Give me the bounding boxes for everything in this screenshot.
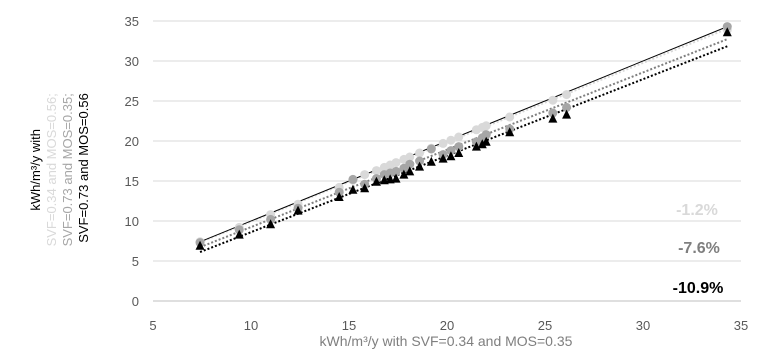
data-point-series-3	[399, 169, 409, 179]
x-axis-title: kWh/m³/y with SVF=0.34 and MOS=0.35	[320, 333, 573, 349]
y-axis-title-line-1: kWh/m³/y with	[28, 129, 43, 211]
data-point-series-2	[405, 159, 415, 169]
y-tick-label: 20	[125, 134, 139, 149]
x-tick-labels: 5 10 15 20 25 30 35	[149, 318, 748, 333]
data-point-series-3	[391, 173, 401, 183]
data-point-series-3	[562, 109, 572, 119]
y-axis-title-line-4: SVF=0.73 and MOS=0.56	[76, 93, 91, 243]
data-point-series-1	[371, 166, 381, 176]
x-tick-label: 10	[244, 318, 258, 333]
data-point-series-1	[360, 170, 370, 180]
data-point-series-3	[426, 156, 436, 166]
data-point-series-2	[722, 22, 732, 32]
data-point-series-3	[548, 113, 558, 123]
data-point-series-1	[505, 112, 515, 122]
data-point-series-3	[360, 183, 370, 193]
data-point-series-1	[405, 152, 415, 162]
y-tick-label: 15	[125, 174, 139, 189]
y-axis-title: kWh/m³/y with SVF=0.34 and MOS=0.56; SVF…	[28, 90, 91, 247]
trendline-series-1	[199, 27, 728, 244]
data-point-series-3	[454, 148, 464, 157]
data-point-series-2	[348, 174, 358, 184]
data-point-series-2	[391, 166, 401, 176]
annotation-svf073-mos056: -10.9%	[673, 280, 724, 297]
data-point-series-3	[722, 27, 732, 37]
data-point-series-3	[477, 139, 487, 149]
y-tick-label: 35	[125, 14, 139, 29]
x-tick-label: 30	[636, 318, 650, 333]
data-point-series-3	[293, 205, 303, 215]
annotation-svf034-mos056: -1.2%	[676, 202, 718, 219]
y-tick-label: 5	[132, 254, 139, 269]
data-point-series-2	[426, 144, 436, 154]
data-point-series-3	[266, 219, 276, 229]
y-tick-label: 0	[132, 294, 139, 309]
reference-line	[199, 26, 728, 243]
y-tick-label: 30	[125, 54, 139, 69]
data-point-series-1	[438, 138, 448, 148]
data-point-series-2	[562, 102, 572, 112]
x-tick-label: 35	[734, 318, 748, 333]
data-point-series-1	[446, 135, 456, 145]
data-point-series-3	[195, 240, 205, 250]
data-point-series-1	[548, 95, 558, 105]
data-point-series-2	[446, 146, 456, 156]
data-point-series-2	[481, 130, 491, 140]
data-point-series-3	[446, 151, 456, 161]
data-point-series-3	[371, 176, 381, 186]
trendline-series-2	[199, 38, 728, 249]
data-point-series-3	[415, 161, 425, 171]
data-point-series-1	[454, 132, 464, 142]
data-point-series-2	[415, 156, 425, 166]
data-point-series-1	[562, 90, 572, 100]
data-point-series-3	[405, 166, 415, 176]
trend-lines	[199, 26, 728, 253]
data-point-series-1	[391, 158, 401, 168]
data-point-series-3	[438, 153, 448, 163]
x-tick-label: 25	[538, 318, 552, 333]
data-point-series-3	[505, 127, 515, 137]
data-point-series-1	[415, 148, 425, 158]
y-tick-labels: 0 5 10 15 20 25 30 35	[125, 14, 139, 309]
data-point-series-2	[454, 142, 464, 152]
data-point-series-3	[334, 192, 344, 201]
data-point-series-1	[481, 121, 491, 131]
x-tick-label: 20	[440, 318, 454, 333]
difference-annotations: -1.2% -7.6% -10.9%	[673, 202, 724, 297]
data-point-series-3	[481, 136, 491, 146]
x-tick-label: 15	[342, 318, 356, 333]
data-points	[195, 22, 732, 250]
data-point-series-2	[548, 108, 558, 118]
y-tick-label: 25	[125, 94, 139, 109]
data-point-series-3	[348, 184, 358, 194]
y-axis-title-line-3: SVF=0.73 and MOS=0.35;	[60, 93, 75, 246]
data-point-series-3	[234, 229, 244, 239]
y-tick-label: 10	[125, 214, 139, 229]
data-point-series-3	[471, 141, 481, 151]
y-axis-title-line-2: SVF=0.34 and MOS=0.56;	[44, 93, 59, 246]
x-tick-label: 5	[149, 318, 156, 333]
annotation-svf073-mos035: -7.6%	[678, 240, 720, 257]
